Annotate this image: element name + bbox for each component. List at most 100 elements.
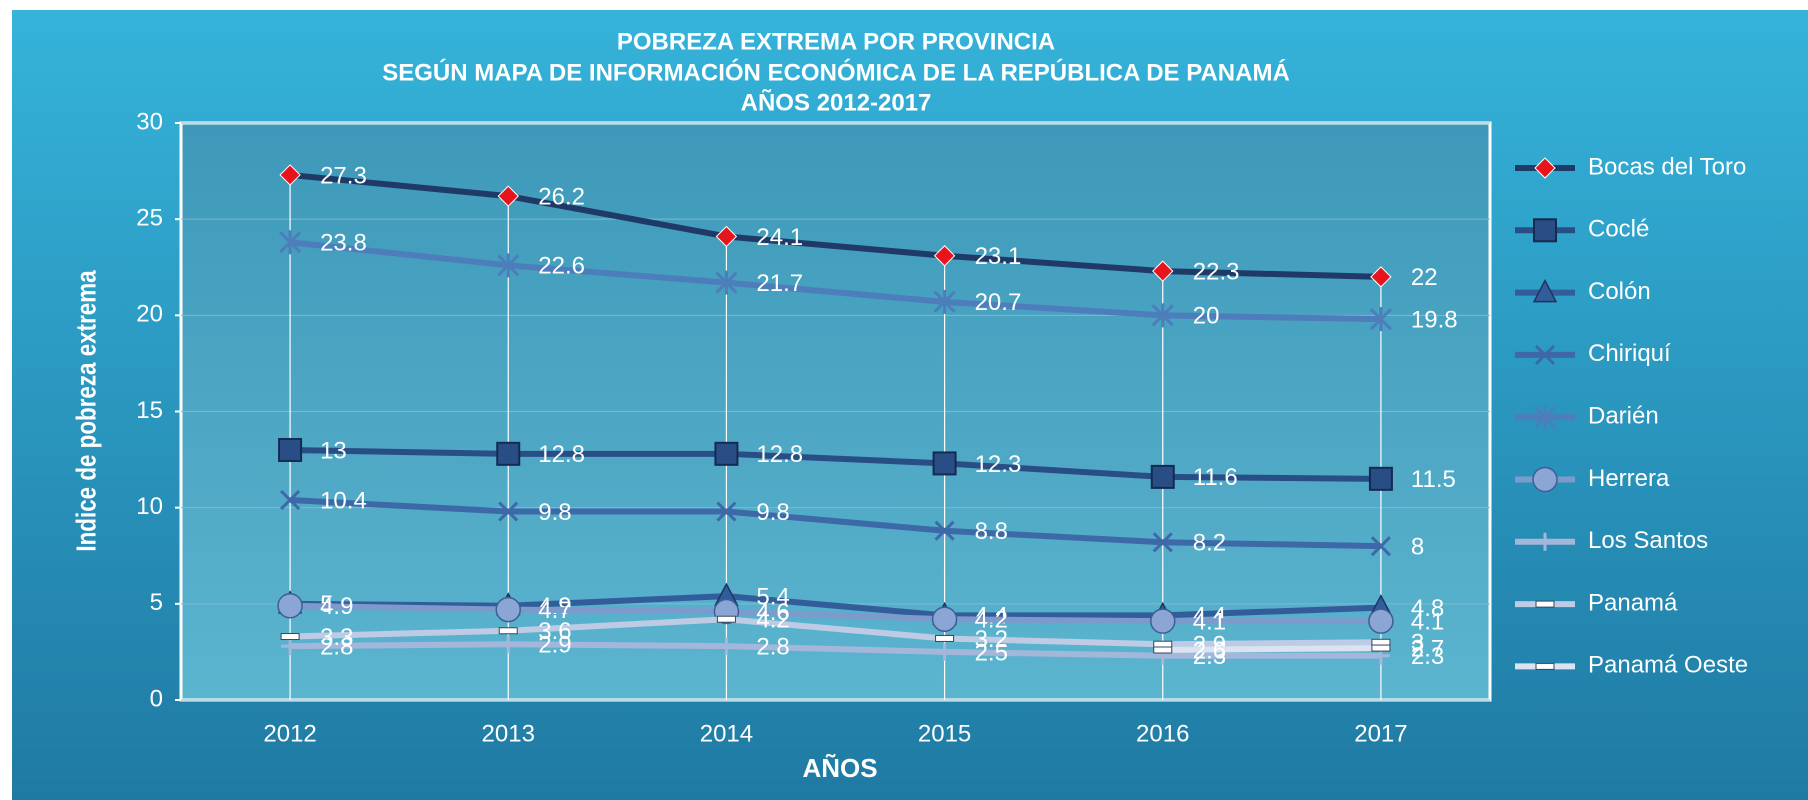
data-label: 2.8 (756, 633, 789, 660)
data-label: 12.8 (538, 441, 585, 468)
marker (279, 164, 301, 186)
x-tick-label: 2013 (482, 720, 535, 747)
y-axis-title: Indice de pobreza extrema (71, 270, 102, 552)
data-label: 22.6 (538, 253, 585, 280)
marker (717, 637, 736, 656)
marker (1368, 608, 1394, 634)
data-label: 13 (320, 437, 347, 464)
data-label: 4.2 (756, 607, 789, 634)
marker (498, 627, 518, 635)
x-tick-label: 2015 (918, 720, 971, 747)
marker (1153, 640, 1173, 648)
series: 10.4 9.8 9.8 8.8 8.2 8 (280, 487, 1424, 560)
marker (716, 615, 736, 623)
marker (281, 637, 300, 656)
marker (280, 633, 300, 641)
data-label: 2.3 (1411, 643, 1444, 670)
data-label: 4.9 (320, 593, 353, 620)
legend-label: Chiriquí (1588, 340, 1671, 367)
series-line (290, 616, 1381, 648)
data-label: 2.6 (1193, 637, 1226, 664)
marker (498, 501, 519, 522)
legend-label: Colón (1588, 278, 1651, 305)
marker (1535, 662, 1555, 670)
x-tick-label: 2014 (700, 720, 753, 747)
marker (931, 606, 958, 632)
data-label: 4.9 (538, 593, 571, 620)
chart-title: AÑOS 2012-2017 (741, 88, 932, 116)
marker (1370, 266, 1392, 288)
chart-title: POBREZA EXTREMA POR PROVINCIA (617, 28, 1055, 55)
data-label: 2.9 (538, 632, 571, 659)
x-tick-label: 2017 (1354, 720, 1407, 747)
marker (934, 520, 955, 541)
data-label: 8.2 (1193, 530, 1226, 557)
data-label: 23.1 (975, 243, 1022, 270)
y-tick-label: 10 (136, 493, 163, 520)
y-tick-label: 20 (136, 301, 163, 328)
data-label: 8.8 (975, 518, 1008, 545)
marker (715, 270, 738, 295)
data-label: 9.8 (538, 499, 571, 526)
legend-label: Panamá Oeste (1588, 652, 1748, 679)
data-label: 22 (1411, 264, 1438, 291)
chart-title: SEGÚN MAPA DE INFORMACIÓN ECONÓMICA DE L… (382, 58, 1290, 86)
marker (497, 253, 520, 278)
marker (1152, 260, 1174, 282)
data-label: 3 (1411, 630, 1424, 657)
marker (1151, 303, 1174, 328)
marker (280, 489, 301, 511)
series-line (290, 602, 1381, 625)
x-tick-label: 2016 (1136, 720, 1189, 747)
marker (1153, 646, 1173, 654)
data-label: 20 (1193, 303, 1220, 330)
marker (278, 437, 303, 462)
marker (935, 634, 955, 642)
marker (1152, 532, 1173, 553)
data-label: 19.8 (1411, 307, 1458, 334)
data-label: 24.1 (756, 224, 803, 251)
data-label: 4.7 (538, 597, 571, 624)
legend-label: Herrera (1588, 465, 1670, 492)
data-label: 11.5 (1411, 466, 1456, 493)
marker (1371, 638, 1391, 646)
data-label: 4.4 (975, 603, 1008, 630)
marker (1150, 608, 1176, 634)
series-line (289, 171, 1381, 280)
marker (277, 593, 303, 619)
data-label: 11.6 (1193, 464, 1238, 491)
marker (499, 635, 518, 654)
marker (1370, 536, 1391, 557)
series: 27.3 26.2 24.1 23.1 22.3 22 (279, 162, 1438, 291)
data-label: 21.7 (756, 270, 803, 297)
data-label: 20.7 (975, 289, 1022, 316)
data-label: 3.6 (538, 618, 571, 645)
y-tick-label: 5 (150, 589, 163, 616)
data-label: 12.8 (756, 441, 803, 468)
legend-label: Bocas del Toro (1588, 153, 1746, 180)
series-line (290, 446, 1381, 482)
data-label: 2.9 (1193, 632, 1226, 659)
marker (279, 230, 302, 255)
data-label: 12.3 (975, 451, 1022, 478)
marker (714, 441, 739, 466)
data-label: 4.8 (1411, 595, 1444, 622)
marker (1532, 278, 1558, 303)
marker (935, 642, 954, 661)
y-tick-label: 25 (136, 205, 163, 232)
legend-label: Coclé (1588, 216, 1649, 243)
series: 13 12.8 12.8 12.3 11.6 11.5 (278, 437, 1456, 493)
marker (933, 289, 956, 314)
data-label: 4.2 (975, 607, 1008, 634)
marker (716, 501, 737, 522)
data-label: 4.1 (1193, 608, 1226, 635)
data-label: 4.1 (1411, 608, 1444, 635)
marker (1533, 218, 1557, 243)
data-label: 27.3 (320, 162, 367, 189)
data-label: 3.2 (975, 626, 1008, 653)
marker (1150, 464, 1175, 489)
y-tick-label: 30 (136, 108, 163, 135)
data-label: 9.8 (756, 499, 789, 526)
y-tick-label: 0 (150, 685, 163, 712)
series: 3.3 3.6 4.23.2 2.9 3 (280, 607, 1424, 659)
